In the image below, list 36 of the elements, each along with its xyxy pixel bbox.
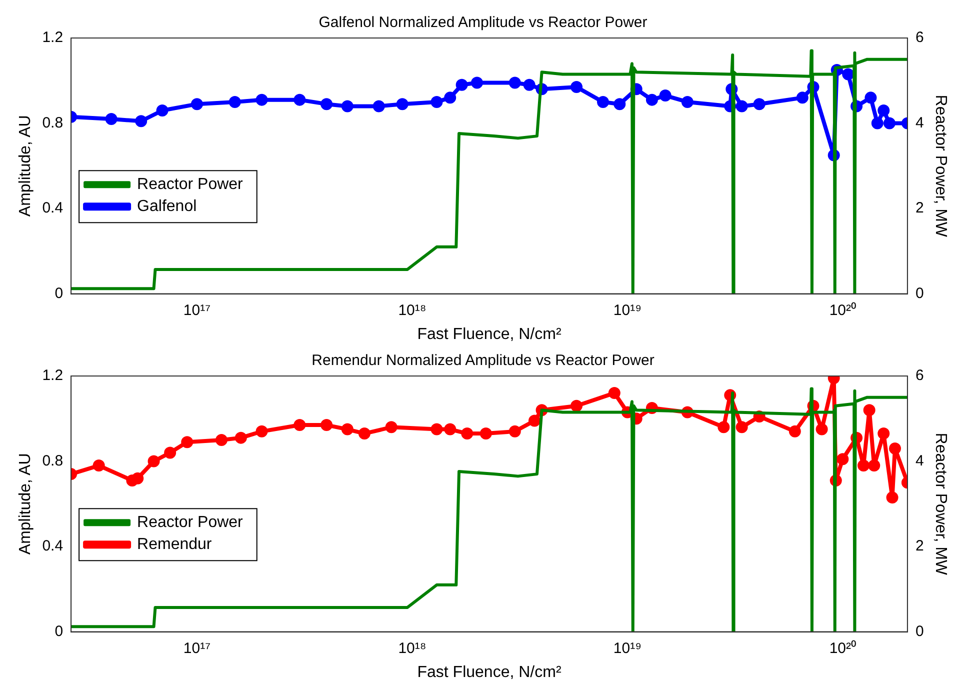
chart-title: Galfenol Normalized Amplitude vs Reactor Power (318, 14, 648, 32)
y-tick-label: 0 (54, 622, 64, 640)
x-tick-label: 10¹⁷ (183, 302, 211, 319)
y-tick-label: 0.4 (42, 538, 64, 555)
y-tick-label: 0.4 (42, 200, 64, 217)
y2-tick-label: 0 (915, 284, 924, 302)
y2-tick-label: 4 (915, 114, 924, 132)
x-tick-label: 10¹⁸ (398, 302, 426, 319)
y2-axis-title: Reactor Power, MW (932, 432, 949, 576)
x-tick-label: 10²⁰ (829, 640, 856, 657)
chart-title: Remendur Normalized Amplitude vs Reactor Power (312, 352, 654, 370)
y-tick-label: 0 (54, 284, 64, 302)
y-tick-label: 0.8 (42, 452, 64, 470)
x-tick-label: 10¹⁹ (613, 640, 642, 657)
y-axis-title: Amplitude, AU (17, 453, 34, 555)
y2-tick-label: 6 (915, 29, 924, 46)
y-tick-label: 0.8 (42, 114, 64, 132)
legend-label: Reactor Power (137, 176, 244, 193)
x-tick-label: 10¹⁷ (183, 640, 211, 657)
legend-label: Galfenol (137, 198, 197, 215)
y-tick-label: 1.2 (42, 367, 64, 384)
x-tick-label: 10²⁰ (829, 302, 856, 319)
y2-tick-label: 4 (915, 452, 924, 470)
x-tick-label: 10¹⁸ (398, 640, 426, 657)
x-tick-label: 10¹⁹ (613, 302, 642, 319)
legend-label: Reactor Power (137, 514, 244, 531)
x-axis-title: Fast Fluence, N/cm² (417, 326, 562, 343)
y2-tick-label: 2 (915, 538, 924, 555)
x-axis-title: Fast Fluence, N/cm² (417, 664, 562, 681)
y-tick-label: 1.2 (42, 29, 64, 46)
y2-tick-label: 2 (915, 200, 924, 217)
y2-tick-label: 0 (915, 622, 924, 640)
y2-axis-title: Reactor Power, MW (932, 94, 949, 238)
legend-label: Remendur (137, 536, 212, 553)
y-axis-title: Amplitude, AU (17, 115, 34, 217)
y2-tick-label: 6 (915, 367, 924, 384)
